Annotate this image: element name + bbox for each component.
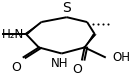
Polygon shape bbox=[24, 22, 41, 35]
Text: OH: OH bbox=[113, 51, 131, 64]
Text: O: O bbox=[11, 61, 21, 74]
Text: H₂N: H₂N bbox=[2, 28, 24, 41]
Text: NH: NH bbox=[50, 57, 68, 70]
Polygon shape bbox=[85, 34, 97, 47]
Text: O: O bbox=[72, 63, 82, 76]
Text: S: S bbox=[62, 1, 71, 15]
